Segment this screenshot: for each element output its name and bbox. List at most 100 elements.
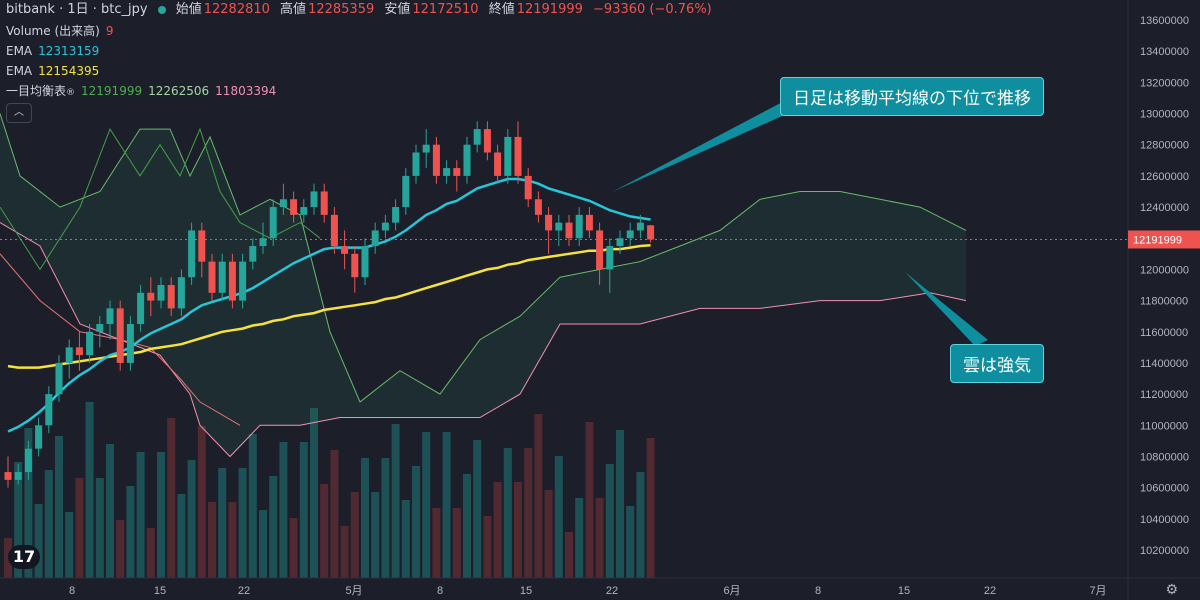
candle-body bbox=[218, 261, 226, 293]
candle-body bbox=[534, 199, 542, 215]
candle-body bbox=[24, 448, 32, 473]
tradingview-logo-icon[interactable]: 17 bbox=[8, 545, 40, 569]
volume-bar bbox=[626, 506, 635, 578]
high-value: 12285359 bbox=[308, 2, 375, 17]
volume-bar bbox=[565, 532, 573, 578]
x-tick-label: 8 bbox=[437, 585, 443, 597]
annotation-pointers bbox=[612, 98, 988, 346]
ichimoku-legend[interactable]: 一目均衡表® 12191999 12262506 11803394 bbox=[6, 82, 282, 102]
x-tick-label: 7月 bbox=[1089, 585, 1106, 597]
candle-body bbox=[279, 199, 287, 208]
callout-cloud: 雲は強気 bbox=[950, 344, 1044, 383]
symbol-title[interactable]: bitbank · 1日 · btc_jpy bbox=[6, 2, 148, 17]
volume-bar bbox=[238, 468, 247, 578]
volume-bar bbox=[177, 494, 186, 578]
x-tick-label: 22 bbox=[238, 585, 250, 597]
volume-bar bbox=[85, 402, 94, 578]
candle-body bbox=[402, 175, 410, 208]
volume-bar bbox=[197, 426, 206, 578]
ema1-value: 12313159 bbox=[38, 44, 100, 58]
candle-body bbox=[473, 129, 481, 145]
volume-bar bbox=[34, 504, 43, 578]
leading-span-a-line bbox=[0, 113, 967, 403]
y-tick-label: 11200000 bbox=[1140, 389, 1188, 401]
candle-body bbox=[585, 214, 593, 231]
volume-bar bbox=[218, 468, 227, 578]
volume-bar bbox=[146, 528, 155, 578]
y-tick-label: 13200000 bbox=[1140, 77, 1189, 89]
ema1-label: EMA bbox=[6, 44, 33, 58]
volume-bar bbox=[269, 476, 278, 578]
volume-bar bbox=[401, 500, 410, 578]
candle-body bbox=[65, 347, 73, 363]
y-tick-label: 12000000 bbox=[1140, 264, 1189, 276]
volume-bar bbox=[524, 448, 533, 578]
volume-bars bbox=[4, 402, 655, 578]
candle-body bbox=[35, 425, 43, 449]
ema2-legend[interactable]: EMA 12154395 bbox=[6, 62, 105, 80]
candle-body bbox=[106, 308, 114, 324]
volume-bar bbox=[310, 408, 318, 578]
volume-bar bbox=[361, 458, 369, 578]
volume-bar bbox=[605, 464, 614, 578]
y-tick-label: 12800000 bbox=[1140, 140, 1189, 152]
y-tick-label: 11000000 bbox=[1140, 420, 1188, 432]
candle-body bbox=[167, 285, 175, 309]
volume-bar bbox=[534, 414, 543, 578]
volume-bar bbox=[330, 450, 339, 578]
volume-bar bbox=[320, 484, 329, 578]
ichimoku-cloud bbox=[0, 113, 967, 458]
close-label: 終値 bbox=[488, 2, 515, 17]
collapse-legend-button[interactable]: ︿ bbox=[6, 103, 32, 123]
candle-body bbox=[432, 144, 440, 176]
candle-body bbox=[4, 472, 12, 480]
volume-bar bbox=[483, 516, 492, 578]
volume-bar bbox=[585, 422, 594, 578]
volume-bar bbox=[289, 518, 298, 578]
volume-bar bbox=[503, 448, 512, 578]
candle-body bbox=[330, 214, 338, 247]
candle-body bbox=[596, 230, 604, 270]
ichimoku-value-1: 12191999 bbox=[81, 84, 143, 98]
candle-body bbox=[381, 222, 389, 231]
callout-ma: 日足は移動平均線の下位で推移 bbox=[780, 77, 1044, 116]
candle-body bbox=[177, 277, 185, 309]
x-tick-label: 22 bbox=[984, 585, 996, 597]
candle-body bbox=[96, 323, 104, 332]
volume-bar bbox=[371, 492, 380, 578]
volume-bar bbox=[514, 482, 522, 578]
candle-body bbox=[137, 292, 145, 324]
callout-ma-pointer bbox=[612, 98, 800, 192]
candle-body bbox=[188, 230, 196, 278]
y-tick-label: 13400000 bbox=[1140, 46, 1189, 58]
leading-span-b-line bbox=[0, 222, 967, 458]
x-tick-label: 6月 bbox=[723, 585, 740, 597]
candle-body bbox=[249, 246, 257, 262]
volume-bar bbox=[55, 436, 63, 578]
volume-bar bbox=[95, 478, 104, 578]
volume-bar bbox=[493, 482, 502, 578]
candle-body bbox=[483, 129, 491, 153]
callout-cloud-pointer bbox=[905, 272, 988, 346]
x-tick-label: 22 bbox=[606, 585, 618, 597]
candle-body bbox=[514, 136, 522, 176]
candle-body bbox=[412, 152, 420, 176]
volume-legend[interactable]: Volume (出来高) 9 bbox=[6, 22, 119, 40]
candle-body bbox=[575, 214, 583, 239]
candle-body bbox=[269, 207, 277, 239]
candle-body bbox=[300, 207, 308, 215]
candle-body bbox=[208, 261, 216, 293]
gear-icon[interactable]: ⚙ bbox=[1165, 582, 1178, 598]
candle-body bbox=[55, 362, 63, 395]
volume-bar bbox=[259, 510, 267, 578]
candle-body bbox=[341, 246, 349, 254]
ema1-legend[interactable]: EMA 12313159 bbox=[6, 42, 105, 60]
volume-bar bbox=[24, 428, 33, 578]
chevron-up-icon: ︿ bbox=[14, 107, 24, 118]
ichimoku-value-2: 12262506 bbox=[148, 84, 210, 98]
candle-body bbox=[443, 168, 451, 176]
y-tick-label: 10400000 bbox=[1140, 514, 1189, 526]
volume-bar bbox=[167, 418, 176, 578]
